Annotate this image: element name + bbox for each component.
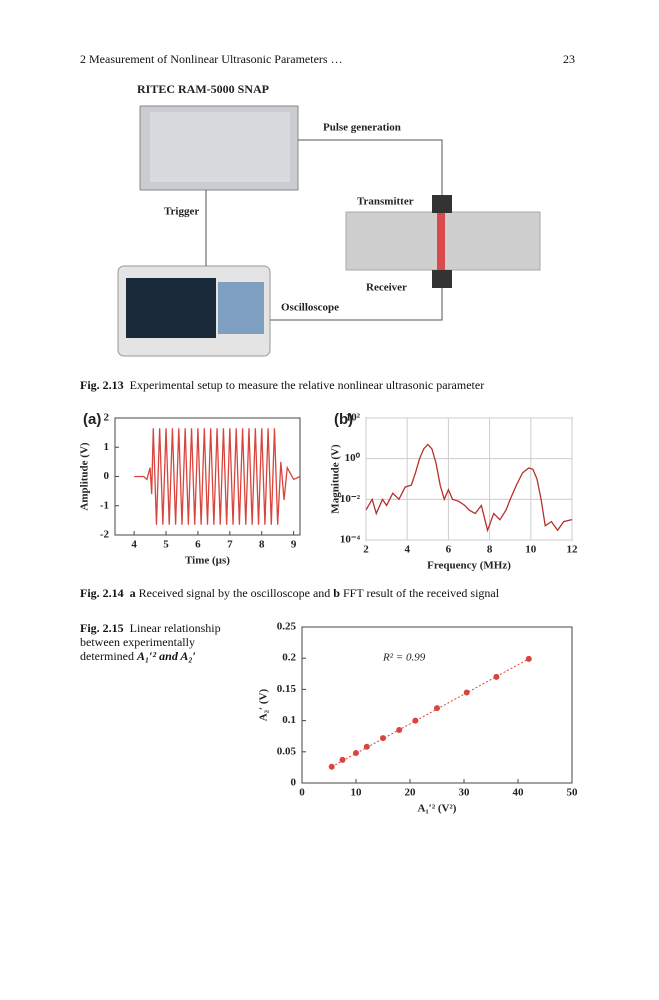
caption-part: a <box>129 586 136 600</box>
caption: Fig. 2.13 Experimental setup to measure … <box>80 378 484 393</box>
x-tick-label: 2 <box>363 544 369 556</box>
connector <box>298 139 443 195</box>
y-tick-label: -1 <box>100 499 109 511</box>
y-axis-label: Magnitude (V) <box>330 444 342 514</box>
data-point <box>339 756 346 763</box>
caption-text: Experimental setup to measure the relati… <box>129 378 485 392</box>
x-tick-label: 10 <box>351 787 363 799</box>
x-tick-label: 4 <box>404 544 410 556</box>
beam <box>437 212 445 270</box>
y-tick-label: 1 <box>104 441 110 453</box>
x-tick-label: 8 <box>487 544 493 556</box>
label: RITEC RAM-5000 SNAP <box>137 82 269 96</box>
y-tick-label: 10⁰ <box>345 452 361 464</box>
caption-text: Linear relationship between experimental… <box>80 621 221 663</box>
data-point <box>493 673 500 680</box>
transmitter-probe <box>432 195 452 213</box>
caption-label: Fig. 2.15 <box>80 621 124 635</box>
pulser-panel <box>150 112 290 182</box>
y-tick-label: 10² <box>346 412 361 424</box>
receiver-probe <box>432 270 452 288</box>
x-tick-label: 6 <box>446 544 452 556</box>
y-tick-label: 0.25 <box>277 621 297 633</box>
x-tick-label: 7 <box>227 539 233 551</box>
data-point <box>434 705 440 712</box>
connector <box>270 288 443 321</box>
y-tick-label: 0.1 <box>282 714 296 726</box>
data-point <box>463 689 470 696</box>
caption-text: FFT result of the received signal <box>342 586 500 600</box>
label: Receiver <box>366 282 407 294</box>
y-tick-label: 10⁻² <box>340 493 361 505</box>
data-point <box>363 743 370 750</box>
oscilloscope-screen <box>126 278 216 338</box>
data-point <box>412 717 419 724</box>
x-axis-label: Time (µs) <box>185 555 230 567</box>
x-tick-label: 9 <box>291 539 297 551</box>
data-point <box>380 735 386 742</box>
y-tick-label: 0.05 <box>277 745 297 757</box>
y-tick-label: 0.15 <box>277 683 297 695</box>
y-tick-label: -2 <box>100 529 110 541</box>
label: Pulse generation <box>323 122 401 134</box>
x-tick-label: 20 <box>405 787 417 799</box>
caption: Fig. 2.15 Linear relationship between ex… <box>80 621 230 663</box>
caption-part: b <box>333 586 340 600</box>
page-number: 23 <box>563 52 575 66</box>
x-tick-label: 50 <box>567 787 579 799</box>
label: Trigger <box>164 206 199 218</box>
y-tick-label: 2 <box>104 412 110 424</box>
x-axis-label: A₁′² (V²) <box>418 803 457 815</box>
label: Oscilloscope <box>281 302 339 314</box>
caption: Fig. 2.14 a Received signal by the oscil… <box>80 586 499 601</box>
x-axis-label: Frequency (MHz) <box>427 560 511 572</box>
y-tick-label: 0 <box>291 777 297 789</box>
label: Transmitter <box>357 196 414 208</box>
x-tick-label: 30 <box>459 787 471 799</box>
annotation: R² = 0.99 <box>382 652 426 664</box>
data-point <box>396 726 403 733</box>
x-tick-label: 8 <box>259 539 265 551</box>
caption-label: Fig. 2.14 <box>80 586 124 600</box>
y-axis-label: A₂′ (V) <box>258 688 270 721</box>
panel-label: (b) <box>334 411 353 428</box>
data-point <box>525 655 532 662</box>
data-line <box>134 428 301 525</box>
x-tick-label: 12 <box>567 544 579 556</box>
x-tick-label: 0 <box>299 787 305 799</box>
data-line <box>365 443 573 533</box>
plot-frame <box>365 417 573 541</box>
caption-text: Received signal by the oscilloscope and <box>138 586 331 600</box>
x-tick-label: 5 <box>163 539 169 551</box>
oscilloscope-buttons <box>218 282 264 334</box>
caption-math: A₁′² and A₂′ <box>136 649 196 663</box>
x-tick-label: 4 <box>131 539 137 551</box>
trend-line <box>331 658 530 768</box>
x-tick-label: 6 <box>195 539 201 551</box>
y-tick-label: 10⁻⁴ <box>340 534 361 546</box>
y-tick-label: 0.2 <box>282 652 296 664</box>
running-head: 2 Measurement of Nonlinear Ultrasonic Pa… <box>80 52 343 66</box>
data-point <box>328 763 335 770</box>
setup-diagram: RITEC RAM-5000 SNAP Pulse generation Tri… <box>117 82 541 357</box>
plot-frame <box>301 626 573 784</box>
x-tick-label: 40 <box>513 787 525 799</box>
panel-label: (a) <box>83 411 101 428</box>
caption-label: Fig. 2.13 <box>80 378 124 392</box>
y-tick-label: 0 <box>104 470 110 482</box>
y-axis-label: Amplitude (V) <box>79 442 91 510</box>
data-point <box>353 750 359 757</box>
x-tick-label: 10 <box>525 544 537 556</box>
